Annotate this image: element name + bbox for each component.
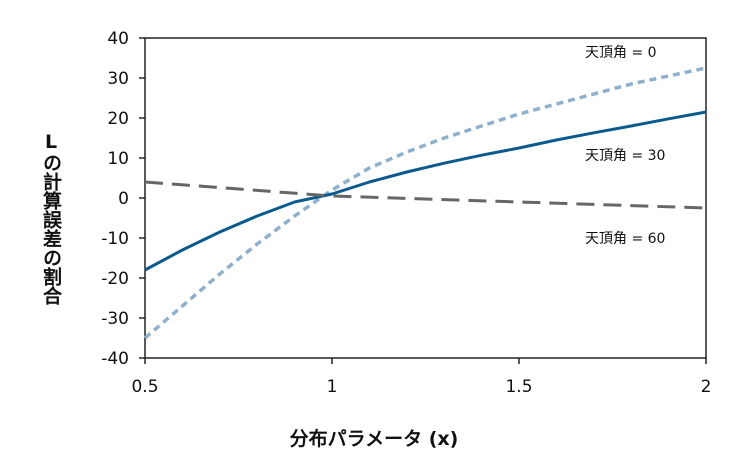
y-tick-label: 30 (107, 69, 129, 89)
y-tick-label: 20 (107, 109, 129, 129)
series-annotations: 天頂角 = 0 天頂角 = 30 天頂角 = 60 (585, 45, 665, 247)
y-tick-label: 10 (107, 149, 129, 169)
x-tick-label: 1 (327, 377, 338, 397)
y-tick-label: 0 (118, 189, 129, 209)
series-annotation-label: 天頂角 = 30 (585, 148, 665, 164)
series-line-dashed (144, 180, 707, 210)
y-tick-label: -20 (101, 269, 129, 289)
series-lines (143, 66, 707, 340)
y-tick-label: 40 (107, 29, 129, 49)
series-annotation-label: 天頂角 = 0 (585, 45, 657, 61)
y-axis: 40 30 20 10 0 -10 -20 -30 -40 (101, 29, 145, 369)
x-tick-label: 0.5 (131, 377, 158, 397)
y-tick-label: -40 (101, 349, 129, 369)
x-tick-label: 1.5 (505, 377, 532, 397)
x-tick-label: 2 (701, 377, 712, 397)
y-tick-label: -30 (101, 309, 129, 329)
series-line-solid (144, 110, 707, 272)
y-tick-label: -10 (101, 229, 129, 249)
x-axis-label: 分布パラメータ (x) (289, 428, 459, 450)
x-axis: 0.5 1 1.5 2 (131, 358, 711, 397)
series-annotation-label: 天頂角 = 60 (585, 231, 665, 247)
series-line-dotted (143, 66, 707, 340)
y-axis-label: Lの計算誤差の割合 (40, 131, 62, 305)
